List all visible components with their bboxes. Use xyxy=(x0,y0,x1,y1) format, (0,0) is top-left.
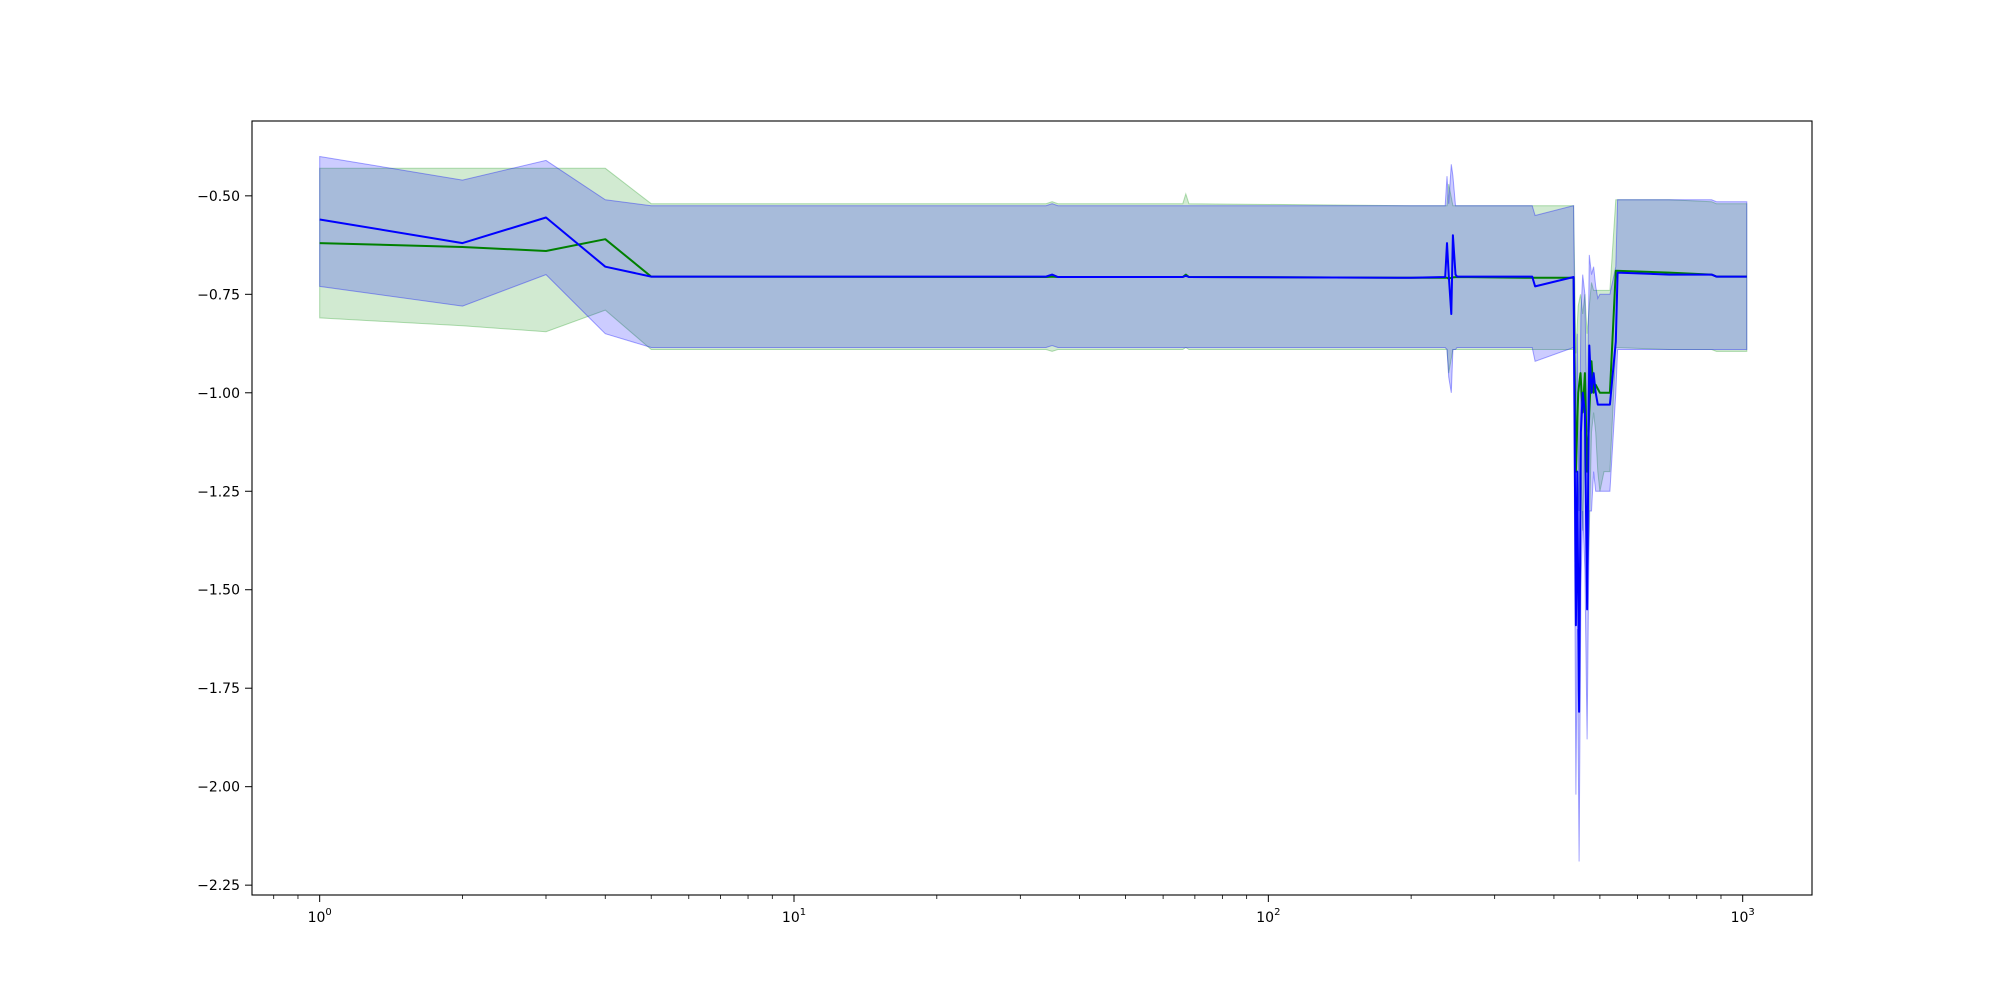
y-tick-label: −1.75 xyxy=(197,681,240,697)
series-lines xyxy=(319,216,1747,713)
y-tick-label: −2.25 xyxy=(197,878,240,894)
y-tick-label: −1.00 xyxy=(197,386,240,402)
x-tick-label: 101 xyxy=(782,907,806,926)
plot-area-frame xyxy=(251,120,1813,896)
series-2-band xyxy=(319,155,1748,862)
y-tick-label: −0.75 xyxy=(197,287,240,303)
x-tick-label: 102 xyxy=(1256,907,1280,926)
y-tick-label: −2.00 xyxy=(197,780,240,796)
y-tick-label: −1.25 xyxy=(197,484,240,500)
confidence-bands xyxy=(319,155,1748,862)
series-1-line xyxy=(319,238,1747,473)
y-tick-label: −1.50 xyxy=(197,583,240,599)
series-1-band xyxy=(319,167,1748,590)
x-tick-label: 100 xyxy=(308,907,332,926)
x-axis: 100 101 102 103 xyxy=(273,895,1755,926)
series-2-line xyxy=(319,216,1747,713)
x-tick-label: 103 xyxy=(1731,907,1755,926)
y-axis: −0.50 −0.75 −1.00 −1.25 −1.50 −1.75 −2.00 −2.25 xyxy=(197,189,252,894)
y-tick-label: −0.50 xyxy=(197,189,240,205)
